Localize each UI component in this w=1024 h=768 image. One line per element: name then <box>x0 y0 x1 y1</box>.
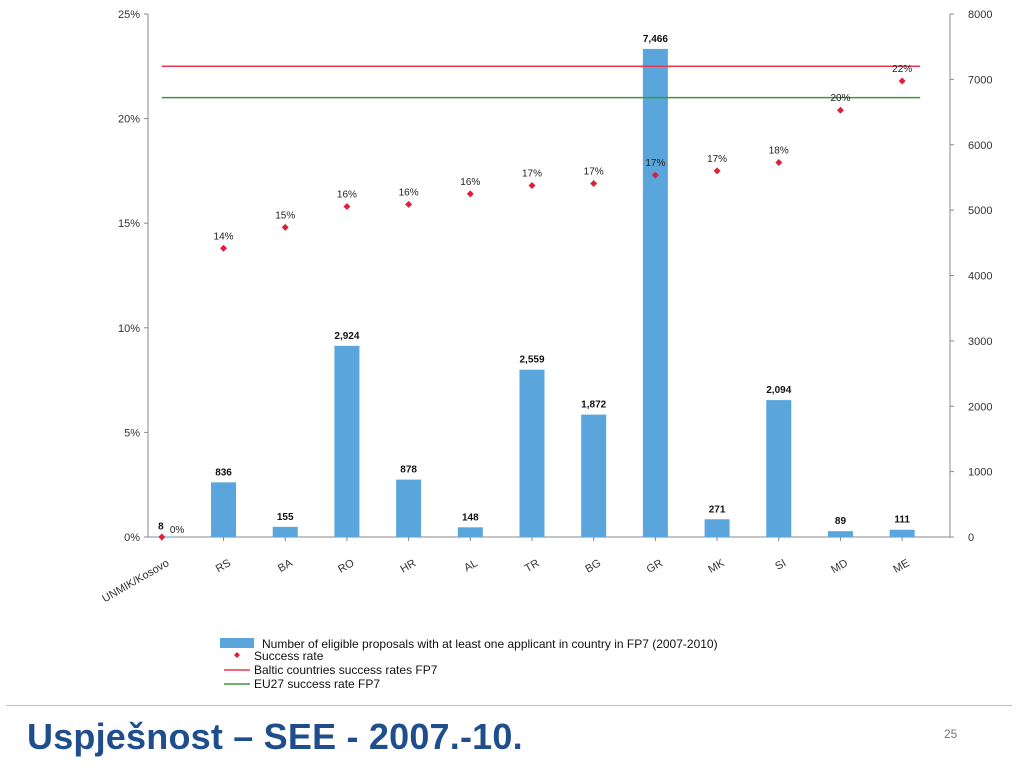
right-tick-label: 8000 <box>968 9 992 21</box>
success-rate-point <box>281 223 289 231</box>
bar <box>457 527 483 537</box>
success-rate-label: 17% <box>522 169 542 180</box>
legend-swatch-success-rate <box>234 652 240 658</box>
slide-title: Uspješnost – SEE - 2007.-10. <box>27 716 523 757</box>
success-rate-point <box>898 77 906 85</box>
x-tick-label: HR <box>398 557 418 575</box>
success-rate-label: 16% <box>460 177 480 188</box>
success-rate-point <box>590 179 598 187</box>
right-tick-label: 6000 <box>968 140 992 152</box>
success-rate-point <box>466 190 474 198</box>
success-rate-point <box>343 202 351 210</box>
bar-value-label: 836 <box>215 467 232 478</box>
legend-label-bars: Number of eligible proposals with at lea… <box>262 637 718 651</box>
left-tick-label: 15% <box>118 218 140 230</box>
right-tick-label: 7000 <box>968 74 992 86</box>
success-rate-point <box>220 244 228 252</box>
success-rate-point <box>158 533 166 541</box>
right-tick-label: 4000 <box>968 271 992 283</box>
x-tick-label: MK <box>706 557 727 576</box>
success-rate-label: 17% <box>707 154 727 165</box>
bar <box>272 526 298 537</box>
bar-value-label: 155 <box>277 512 294 523</box>
x-tick-label: BA <box>276 557 295 575</box>
success-rate-point <box>713 167 721 175</box>
success-rate-point <box>836 106 844 114</box>
bar-value-label: 2,094 <box>766 385 791 396</box>
bar-value-label: 2,924 <box>334 331 359 342</box>
success-rate-point <box>651 171 659 179</box>
bar <box>704 519 730 537</box>
bar <box>334 345 360 537</box>
legend-label-baltic: Baltic countries success rates FP7 <box>254 663 438 677</box>
success-rate-label: 22% <box>892 64 912 75</box>
x-tick-label: RS <box>214 557 233 575</box>
success-rate-label: 17% <box>584 166 604 177</box>
success-rate-label: 20% <box>830 93 850 104</box>
x-tick-label: ME <box>891 557 911 576</box>
bar-value-label: 271 <box>709 504 726 515</box>
bar-value-label: 7,466 <box>643 34 668 45</box>
left-tick-label: 5% <box>124 427 140 439</box>
legend-label-eu27: EU27 success rate FP7 <box>254 677 380 691</box>
right-tick-label: 2000 <box>968 401 992 413</box>
bar-value-label: 2,559 <box>519 355 544 366</box>
bar <box>396 479 422 537</box>
bar-value-label: 878 <box>400 465 417 476</box>
x-tick-label: AL <box>462 557 480 574</box>
chart: 0% 5% 10% 15% 20% 25% 0 1000 2000 3000 4000 5000 600… <box>100 9 992 691</box>
success-rate-label: 17% <box>645 158 665 169</box>
bar-value-label: 89 <box>835 516 847 527</box>
left-tick-label: 10% <box>118 323 140 335</box>
bar <box>642 48 668 538</box>
bar <box>889 529 915 537</box>
bar <box>766 400 792 537</box>
success-rate-label: 16% <box>399 187 419 198</box>
right-tick-label: 5000 <box>968 205 992 217</box>
right-tick-label: 0 <box>968 532 974 544</box>
x-tick-label: SI <box>773 557 788 573</box>
success-rate-label: 15% <box>275 210 295 221</box>
bar-value-label: 8 <box>158 521 164 532</box>
bar-value-label: 111 <box>894 515 910 526</box>
success-rate-label: 16% <box>337 189 357 200</box>
success-rate-label: 18% <box>769 146 789 157</box>
chart-panel: 0% 5% 10% 15% 20% 25% 0 1000 2000 3000 4000 5000 600… <box>6 0 1012 706</box>
success-rate-label: 14% <box>214 231 234 242</box>
bar-value-label: 148 <box>462 512 479 523</box>
right-tick-label: 1000 <box>968 467 992 479</box>
bar <box>581 414 607 537</box>
bar <box>519 369 545 537</box>
left-tick-label: 0% <box>124 532 140 544</box>
success-rate-point <box>405 200 413 208</box>
left-tick-label: 20% <box>118 114 140 126</box>
left-tick-label: 25% <box>118 9 140 21</box>
x-tick-label: RO <box>336 557 357 576</box>
x-tick-label: UNMIK/Kosovo <box>100 557 171 605</box>
legend-label-success-rate: Success rate <box>254 649 324 663</box>
success-rate-label: 0% <box>170 525 185 536</box>
bar-value-label: 1,872 <box>581 400 606 411</box>
page-number: 25 <box>944 727 958 741</box>
x-tick-label: TR <box>523 557 542 575</box>
x-tick-label: MD <box>829 557 850 576</box>
right-tick-label: 3000 <box>968 336 992 348</box>
x-tick-label: BG <box>583 557 603 575</box>
x-tick-label: GR <box>645 557 665 576</box>
success-rate-point <box>528 182 536 190</box>
bar <box>827 531 853 537</box>
legend-swatch-bars <box>220 638 254 648</box>
success-rate-point <box>775 159 783 167</box>
bar <box>211 482 237 537</box>
